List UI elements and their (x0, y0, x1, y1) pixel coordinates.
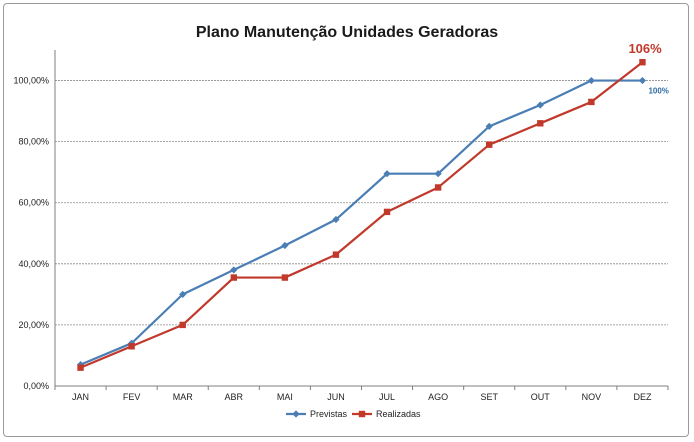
data-point-previstas (281, 241, 289, 250)
x-tick-label: SET (480, 392, 498, 402)
legend-label-previstas: Previstas (310, 409, 348, 419)
data-point-realizadas (77, 364, 84, 371)
data-point-realizadas (230, 274, 237, 281)
x-tick-label: JAN (72, 392, 89, 402)
y-tick-label: 0,00% (23, 381, 49, 391)
data-point-realizadas (434, 184, 442, 191)
x-tick-label: JUN (327, 392, 345, 402)
y-tick-label: 100,00% (13, 76, 49, 86)
y-tick-label: 40,00% (18, 259, 49, 269)
data-point-previstas (587, 76, 595, 85)
data-label-realizadas: 106% (628, 41, 662, 56)
data-label-previstas: 100% (648, 87, 668, 96)
data-point-previstas (383, 170, 391, 178)
x-tick-label: MAI (277, 392, 293, 402)
data-point-previstas (179, 290, 187, 298)
x-tick-label: AGO (428, 392, 448, 402)
data-point-realizadas (128, 343, 135, 350)
y-tick-label: 80,00% (18, 137, 49, 147)
legend-marker-previstas (292, 410, 300, 418)
data-point-previstas (536, 101, 544, 109)
x-tick-label: FEV (123, 392, 141, 402)
data-point-realizadas (537, 120, 544, 127)
series-line-realizadas (80, 61, 644, 369)
data-point-realizadas (383, 208, 391, 216)
x-tick-label: OUT (531, 392, 551, 402)
x-tick-label: NOV (582, 392, 602, 402)
series-line-previstas (80, 79, 643, 366)
data-point-previstas (485, 122, 493, 130)
data-point-realizadas (281, 274, 289, 281)
data-point-previstas (332, 215, 340, 224)
data-point-realizadas (588, 98, 595, 106)
legend-marker-realizadas (358, 410, 366, 418)
chart-title: Plano Manutenção Unidades Geradoras (195, 24, 499, 41)
y-tick-label: 60,00% (18, 198, 49, 208)
legend-label-realizadas: Realizadas (376, 409, 421, 419)
data-point-previstas (434, 170, 442, 178)
data-point-realizadas (639, 59, 646, 66)
y-tick-label: 20,00% (18, 320, 49, 330)
x-tick-label: ABR (225, 392, 244, 402)
x-tick-label: MAR (173, 392, 194, 402)
data-point-realizadas (179, 321, 186, 329)
data-point-previstas (230, 266, 238, 274)
data-point-realizadas (486, 141, 493, 148)
x-tick-label: DEZ (633, 392, 652, 402)
data-point-previstas (638, 76, 647, 85)
data-point-realizadas (332, 251, 340, 258)
x-tick-label: JUL (379, 392, 395, 402)
chart-frame: Plano Manutenção Unidades Geradoras (3, 3, 689, 437)
